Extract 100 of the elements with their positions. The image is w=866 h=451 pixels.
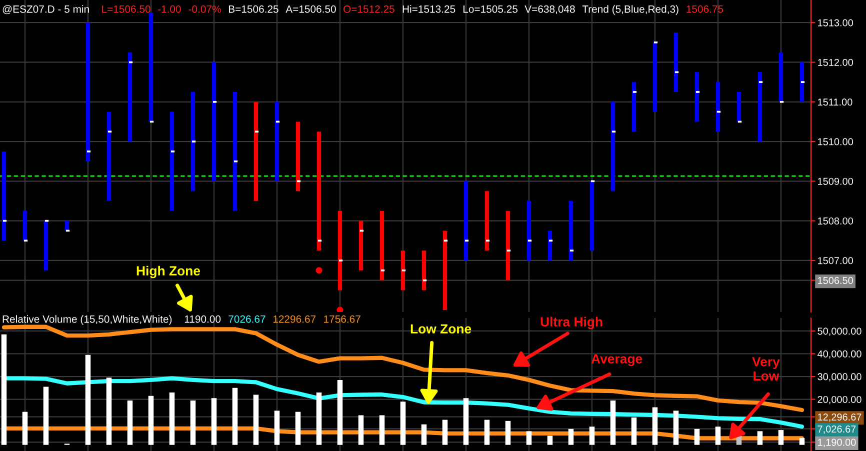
bar (316, 392, 322, 445)
bar (316, 132, 322, 251)
annotation: 7026.67 (228, 315, 266, 323)
annotation: Very Low (752, 357, 780, 381)
bar (170, 112, 174, 211)
annotation: 1190.00 (184, 315, 221, 323)
bar (380, 210, 384, 280)
bar (716, 82, 720, 132)
y-tick-label: 40,000.00 (817, 350, 862, 359)
bar (274, 410, 280, 445)
bar (86, 22, 90, 162)
y-tick-label: 1511.00 (818, 98, 852, 106)
bar (295, 412, 301, 445)
bar (694, 428, 700, 445)
y-tick-label: 1509.00 (818, 178, 854, 185)
y-tick-label: 20,000.00 (818, 396, 862, 404)
y-tick-label: 1512.00 (818, 58, 854, 66)
annotation: -0.07% (188, 5, 221, 13)
y-tick-label: 1508.00 (818, 217, 854, 225)
bar (211, 398, 217, 445)
bar (379, 415, 385, 445)
bar (128, 52, 132, 142)
bar (652, 407, 658, 445)
bar (190, 92, 196, 192)
y-tick-label: 30,000.00 (818, 373, 862, 382)
bar (421, 424, 427, 445)
bar (296, 122, 300, 192)
bar (1, 334, 7, 445)
bar (673, 410, 679, 445)
bar (274, 102, 280, 182)
point (336, 306, 344, 312)
annotation: V=638,048 (524, 5, 575, 14)
y-tick-label: 50,000.00 (818, 328, 862, 336)
bar (2, 151, 6, 241)
annotation: B=1506.25 (228, 5, 278, 13)
bar (442, 230, 448, 310)
bar (22, 210, 28, 241)
annotation: O=1512.25 (343, 5, 394, 13)
chart-title: Relative Volume (15,50,White,White) (2, 315, 172, 325)
bar (589, 426, 595, 445)
point (316, 267, 322, 274)
bar (464, 181, 468, 260)
bar (526, 200, 532, 260)
bar (715, 426, 721, 445)
annotation: Hi=1513.25 (402, 5, 456, 13)
bar (190, 400, 196, 445)
bar (548, 230, 552, 260)
bar (400, 402, 406, 445)
chart-title: @ESZ07.D - 5 min (2, 5, 89, 14)
bar (800, 62, 804, 102)
bar (694, 72, 700, 122)
y-tick-label: 1513.00 (818, 19, 854, 26)
annotation: L=1506.50 (102, 5, 150, 13)
bar (757, 431, 763, 445)
bar (337, 380, 343, 445)
bar (232, 388, 238, 445)
bar (358, 220, 364, 270)
bar (358, 415, 364, 445)
annotation: Lo=1505.25 (463, 5, 518, 13)
bar (778, 52, 784, 102)
bar (212, 62, 216, 182)
bar (44, 220, 48, 270)
bar (148, 12, 154, 122)
bar (506, 210, 510, 280)
bar (442, 420, 448, 445)
bar (338, 210, 342, 290)
bar (631, 418, 637, 445)
bar (22, 412, 28, 445)
bar (568, 200, 574, 260)
bar (610, 102, 616, 192)
bar (85, 354, 91, 445)
annotation: A=1506.50 (286, 5, 336, 13)
bar (547, 436, 553, 445)
bar (400, 250, 406, 290)
bar (484, 191, 490, 251)
annotation: Trend (5,Blue,Red,3) (582, 5, 678, 15)
bar (632, 82, 636, 132)
annotation: 12296.67 (273, 315, 316, 323)
y-tick-label: 12,296.67 (818, 413, 862, 422)
y-tick-label: 1506.50 (818, 276, 854, 284)
bar (127, 400, 133, 445)
bar (148, 396, 154, 445)
annotation: High Zone (136, 266, 200, 278)
annotation: Average (591, 354, 642, 366)
bar (106, 112, 112, 201)
annotation: -1.00 (158, 5, 181, 13)
y-tick-label: 1507.00 (818, 257, 854, 264)
bar (652, 42, 658, 112)
bar (799, 438, 805, 445)
bar (736, 92, 742, 122)
bar (610, 400, 616, 445)
bar (674, 32, 678, 92)
bar (778, 430, 784, 445)
bar (590, 181, 594, 251)
y-tick-label: 1510.00 (818, 138, 854, 146)
annotation: 1756.67 (324, 315, 360, 323)
y-tick-label: 7,026.67 (818, 425, 856, 434)
bar (253, 394, 259, 445)
bar (43, 386, 49, 445)
bar (526, 431, 532, 445)
